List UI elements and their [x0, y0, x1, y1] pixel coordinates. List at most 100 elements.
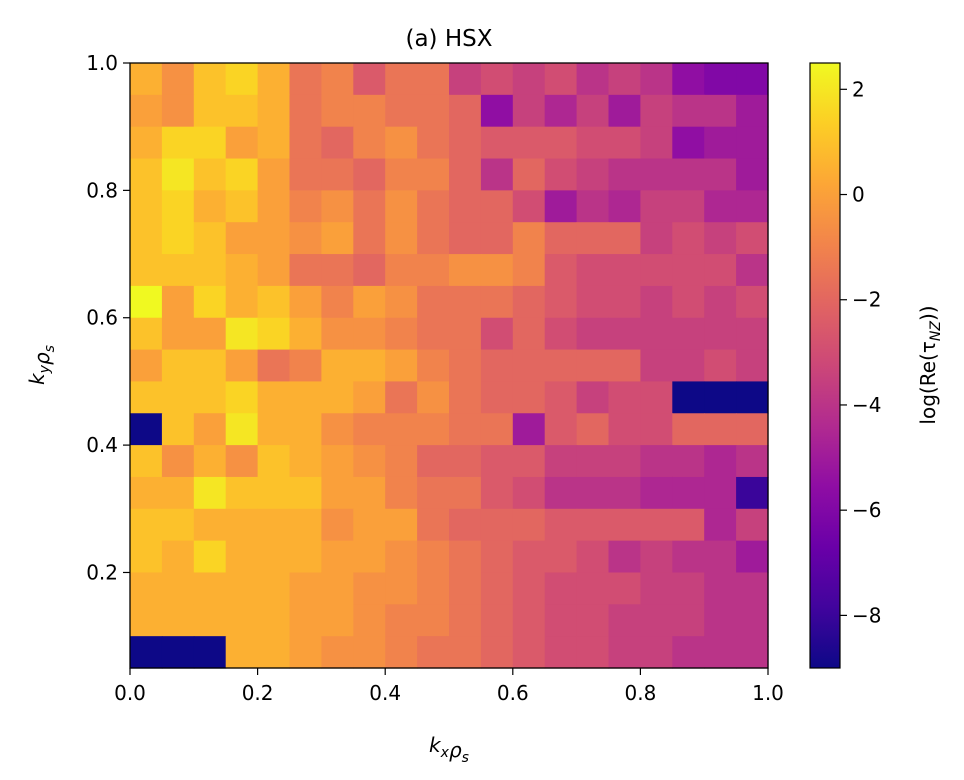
heatmap-cell	[321, 604, 354, 637]
heatmap-cell	[225, 317, 259, 351]
heatmap-cell	[257, 190, 291, 223]
heatmap-cell	[608, 317, 641, 351]
heatmap-cell	[736, 349, 769, 383]
plot-frame	[129, 62, 769, 669]
heatmap-cell	[480, 317, 514, 351]
heatmap-cell	[225, 94, 259, 128]
heatmap-cell	[576, 126, 610, 160]
colorbar	[809, 62, 841, 669]
heatmap-cell	[704, 254, 737, 287]
heatmap-cell	[640, 63, 673, 96]
heatmap-cell	[640, 445, 673, 478]
heatmap-cell	[257, 317, 291, 351]
heatmap-cell	[480, 476, 514, 510]
heatmap-cell	[480, 63, 514, 96]
heatmap-cell	[353, 508, 386, 542]
heatmap-cell	[512, 94, 546, 128]
heatmap-cell	[257, 254, 291, 287]
heatmap-cell	[736, 222, 769, 255]
heatmap-cell	[576, 381, 610, 414]
heatmap-cell	[704, 508, 737, 542]
heatmap-cell	[640, 254, 673, 287]
heatmap-cell	[640, 158, 673, 191]
heatmap-cell	[512, 445, 546, 478]
heatmap-cell	[672, 285, 705, 319]
heatmap-cell	[289, 285, 322, 319]
heatmap-cell	[161, 190, 195, 223]
colorbar-tick-label: −4	[852, 393, 881, 417]
heatmap-cell	[449, 94, 482, 128]
heatmap-cell	[640, 476, 673, 510]
heatmap-cell	[544, 126, 578, 160]
heatmap-cell	[449, 540, 482, 574]
heatmap-cell	[257, 572, 291, 605]
heatmap-cell	[289, 94, 322, 128]
y-tick-label: 0.6	[86, 306, 118, 330]
heatmap-cell	[257, 158, 291, 191]
heatmap-cell	[640, 285, 673, 319]
heatmap-cell	[353, 63, 386, 96]
heatmap-cell	[161, 317, 195, 351]
heatmap-cell	[161, 381, 195, 414]
heatmap-cell	[672, 190, 705, 223]
heatmap-cell	[480, 126, 514, 160]
heatmap-cell	[353, 317, 386, 351]
heatmap-cell	[736, 572, 769, 605]
heatmap-cell	[161, 158, 195, 191]
heatmap-cell	[289, 126, 322, 160]
heatmap-cell	[608, 126, 641, 160]
heatmap-cell	[353, 445, 386, 478]
heatmap-cell	[353, 413, 386, 446]
x-tick-label: 0.4	[369, 681, 401, 705]
colorbar-tick-label: −2	[852, 288, 881, 312]
heatmap-cell	[512, 604, 546, 637]
colorbar-tick-label: 0	[852, 183, 865, 207]
heatmap-cell	[449, 572, 482, 605]
heatmap-cell	[257, 445, 291, 478]
heatmap-cell	[608, 190, 641, 223]
heatmap-cell	[289, 222, 322, 255]
heatmap-cell	[544, 445, 578, 478]
colorbar-tick-label: −8	[852, 603, 881, 627]
heatmap-cell	[417, 381, 450, 414]
heatmap-cell	[736, 94, 769, 128]
heatmap-cell	[736, 63, 769, 96]
heatmap-cell	[193, 285, 227, 319]
heatmap-cell	[480, 158, 514, 191]
heatmap-cell	[161, 63, 195, 96]
heatmap-cell	[193, 222, 227, 255]
heatmap-cell	[417, 63, 450, 96]
heatmap-cell	[576, 317, 610, 351]
heatmap-cell	[225, 158, 259, 191]
heatmap-cell	[672, 381, 705, 414]
heatmap-cell	[449, 317, 482, 351]
heatmap-cell	[161, 508, 195, 542]
heatmap-cell	[161, 94, 195, 128]
heatmap-cell	[736, 445, 769, 478]
heatmap-cell	[257, 604, 291, 637]
heatmap-cell	[225, 222, 259, 255]
heatmap-cell	[130, 572, 163, 605]
heatmap-cell	[289, 254, 322, 287]
heatmap-cell	[257, 413, 291, 446]
heatmap-cell	[353, 572, 386, 605]
heatmap-cell	[161, 604, 195, 637]
y-axis-ticks: 0.2 0.4 0.6 0.8 1.0	[86, 51, 130, 584]
heatmap-cell	[576, 540, 610, 574]
heatmap-cell	[321, 476, 354, 510]
heatmap-cell	[225, 445, 259, 478]
heatmap-cell	[736, 381, 769, 414]
heatmap-cell	[161, 572, 195, 605]
heatmap-cell	[385, 381, 418, 414]
heatmap-cell	[257, 222, 291, 255]
heatmap-cell	[736, 126, 769, 160]
heatmap-cell	[449, 476, 482, 510]
y-tick-label: 1.0	[86, 51, 118, 75]
heatmap-cell	[544, 381, 578, 414]
heatmap-cell	[385, 317, 418, 351]
heatmap-cell	[257, 540, 291, 574]
heatmap-cell	[225, 63, 259, 96]
heatmap-cell	[257, 94, 291, 128]
heatmap-cell	[704, 572, 737, 605]
colorbar-tick-label: 2	[852, 77, 865, 101]
